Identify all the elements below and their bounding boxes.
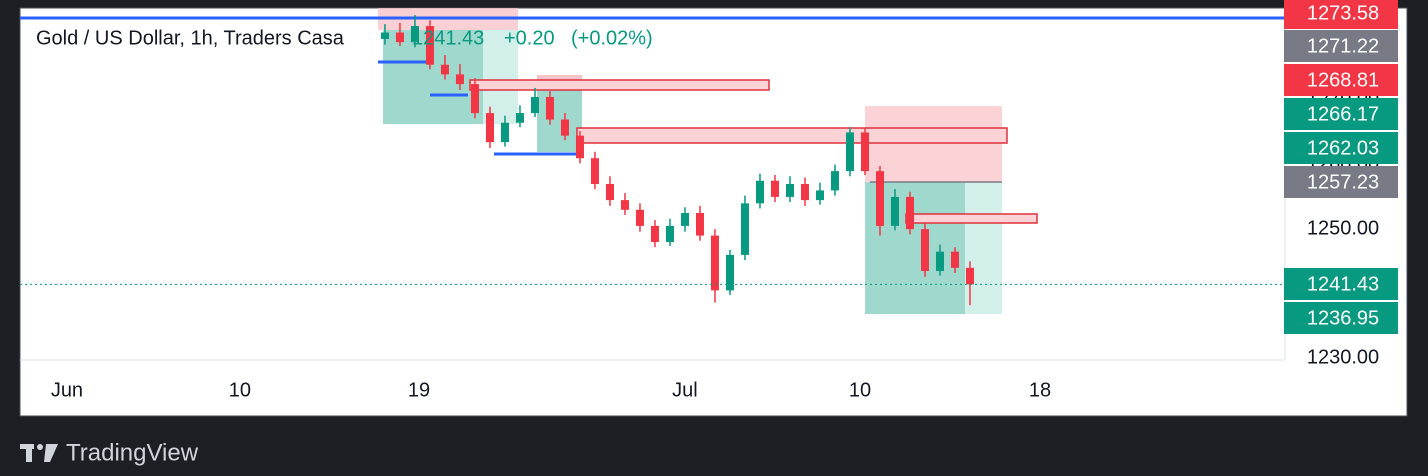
candle-body	[635, 209, 644, 226]
candle-body	[665, 225, 674, 243]
candle-body	[815, 190, 824, 201]
candle-body	[455, 74, 464, 85]
price-chip	[1284, 0, 1398, 29]
candle-body	[830, 171, 839, 191]
x-tick-label: 19	[408, 379, 430, 401]
supply-box	[905, 213, 1038, 224]
candle-body	[950, 251, 959, 268]
price-chip	[1284, 30, 1398, 62]
x-tick-label: 10	[849, 379, 871, 401]
candle-body	[590, 158, 599, 184]
candle-body	[875, 171, 884, 226]
candle-body	[530, 96, 539, 114]
supply-box	[469, 79, 770, 91]
candle-body	[965, 267, 974, 285]
price-chip-label: 1271.22	[1307, 35, 1379, 57]
candle-body	[395, 32, 404, 43]
candle-body	[755, 180, 764, 204]
candle-body	[575, 135, 584, 159]
price-chip	[1284, 132, 1398, 164]
candle-body	[560, 119, 569, 136]
x-tick-label: Jun	[51, 379, 83, 401]
chart-frame	[19, 7, 1408, 417]
change-percent: (+0.02%)	[571, 27, 653, 49]
candle-body	[860, 132, 869, 172]
candle-body	[845, 132, 854, 172]
candle-body	[920, 229, 929, 272]
candle-body	[440, 64, 449, 75]
logo-part	[26, 444, 32, 462]
target-zone	[537, 90, 582, 152]
x-tick-label: 10	[229, 379, 251, 401]
candle-body	[605, 184, 614, 201]
x-tick-label: Jul	[672, 379, 698, 401]
price-chip-label: 1262.03	[1307, 137, 1379, 159]
candle-body	[620, 200, 629, 210]
candle-body	[425, 26, 434, 65]
candle-body	[650, 225, 659, 243]
candle-body	[470, 84, 479, 114]
supply-box	[576, 127, 1008, 144]
candle-body	[680, 213, 689, 226]
last-price: 1241.43	[412, 27, 484, 49]
price-labels: 1273.58 1271.22 1268.81 1266.17 1262.03 1257.…	[1284, 0, 1398, 334]
candle-body	[740, 203, 749, 255]
price-chip	[1284, 268, 1398, 300]
price-chip-label: 1241.43	[1307, 273, 1379, 295]
price-chip	[1284, 166, 1398, 198]
target-zone	[965, 182, 1002, 314]
price-chip-label: 1257.23	[1307, 171, 1379, 193]
candle-body	[905, 196, 914, 230]
price-chip-label: 1266.17	[1307, 103, 1379, 125]
candle-body	[785, 184, 794, 197]
stop-zone	[865, 106, 1002, 182]
candle-body	[545, 96, 554, 120]
price-chip-label: 1268.81	[1307, 69, 1379, 91]
y-tick-label: 1230.00	[1307, 346, 1379, 368]
candle-body	[500, 122, 509, 143]
candle-body	[710, 235, 719, 291]
price-chip	[1284, 302, 1398, 334]
chart-title: Gold / US Dollar, 1h, Traders Casa	[36, 27, 345, 49]
candle-body	[800, 184, 809, 201]
logo-part	[44, 444, 58, 462]
brand: TradingView	[66, 439, 199, 466]
change: +0.20	[504, 27, 555, 49]
candle-body	[485, 113, 494, 143]
candle-body	[515, 113, 524, 123]
candle-body	[725, 254, 734, 291]
logo	[20, 444, 58, 462]
candle-body	[935, 251, 944, 272]
candle-body	[380, 32, 389, 39]
x-tick-label: 18	[1029, 379, 1051, 401]
candle-body	[695, 213, 704, 236]
drawings	[20, 8, 1285, 314]
candles	[20, 15, 1285, 306]
candle-body	[410, 26, 419, 43]
target-zone	[483, 30, 518, 124]
candle-body	[770, 180, 779, 197]
price-chip	[1284, 98, 1398, 130]
price-chip-label: 1236.95	[1307, 307, 1379, 329]
header-quote: 1241.43 +0.20 (+0.02%)	[412, 27, 653, 49]
y-tick-label: 1250.00	[1307, 217, 1379, 239]
price-chip	[1284, 64, 1398, 96]
logo-part	[37, 444, 43, 450]
price-chip-label: 1273.58	[1307, 2, 1379, 24]
candle-body	[890, 196, 899, 226]
